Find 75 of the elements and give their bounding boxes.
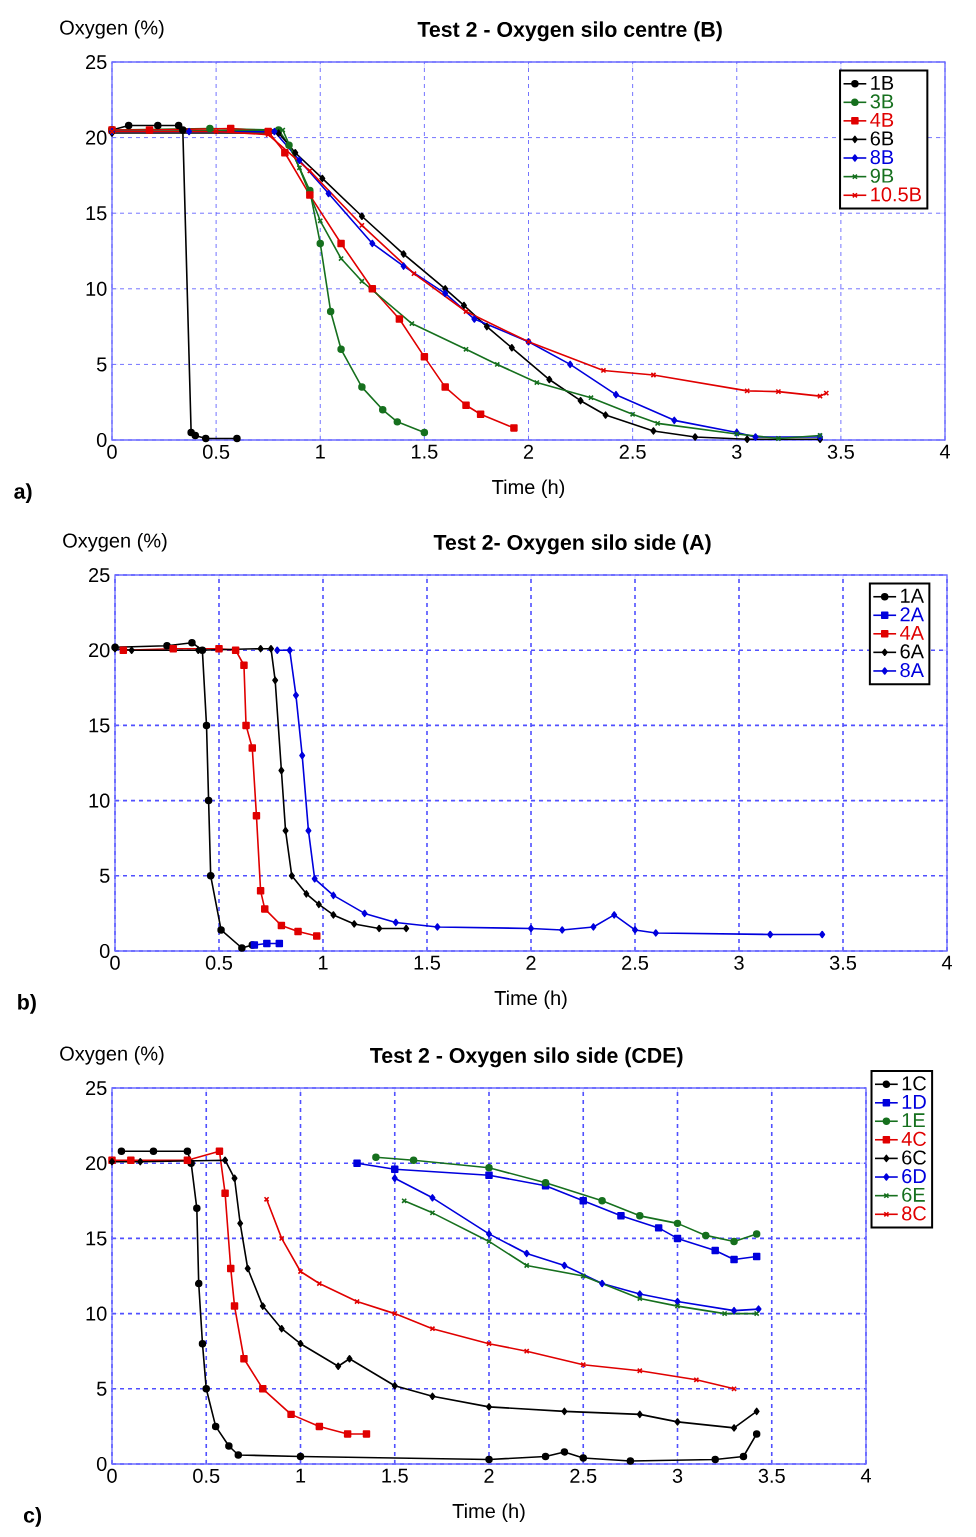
x-tick-label: 4 bbox=[939, 444, 950, 459]
legend-label: 10.5B bbox=[871, 187, 921, 202]
x-axis-title: Time (h) bbox=[452, 1503, 525, 1523]
legend-label: 6C bbox=[902, 1150, 927, 1165]
y-tick-label: 10 bbox=[89, 793, 110, 808]
y-tick-label: 25 bbox=[86, 1080, 107, 1096]
y-axis-title: Oxygen (%) bbox=[60, 19, 164, 39]
legend-label: 4B bbox=[870, 112, 894, 127]
legend-label: 8B bbox=[870, 150, 894, 165]
x-tick-label: 2.5 bbox=[622, 955, 649, 970]
x-tick-label: 4 bbox=[941, 955, 952, 970]
x-tick-label: 0.5 bbox=[193, 1468, 220, 1483]
legend-label: 1C bbox=[902, 1076, 927, 1091]
y-tick-label: 25 bbox=[86, 54, 107, 70]
legend-label: 1A bbox=[901, 588, 924, 603]
y-tick-label: 20 bbox=[89, 643, 110, 658]
legend-label: 1E bbox=[902, 1113, 925, 1128]
y-tick-label: 5 bbox=[96, 1381, 107, 1396]
x-axis-title: Time (h) bbox=[494, 990, 567, 1010]
y-tick-label: 0 bbox=[96, 1456, 107, 1472]
x-tick-label: 3 bbox=[731, 444, 742, 459]
legend-label: 6A bbox=[900, 644, 924, 659]
legend-label: 4C bbox=[901, 1131, 927, 1146]
legend-label: 1B bbox=[871, 75, 894, 90]
legend-label: 8A bbox=[900, 662, 924, 678]
x-tick-label: 2.5 bbox=[570, 1468, 597, 1483]
x-tick-label: 1 bbox=[318, 955, 328, 970]
x-tick-label: 1.5 bbox=[414, 955, 441, 970]
legend-label: 1D bbox=[902, 1094, 926, 1109]
legend-label: 6D bbox=[902, 1169, 926, 1184]
text: c) bbox=[23, 1506, 42, 1527]
chart-title: Test 2 - Oxygen silo centre (B) bbox=[417, 21, 722, 42]
x-tick-label: 3 bbox=[672, 1468, 683, 1483]
x-tick-label: 4 bbox=[860, 1468, 871, 1483]
x-tick-label: 1 bbox=[316, 444, 325, 459]
y-tick-label: 20 bbox=[86, 1156, 107, 1171]
x-axis-title: Time (h) bbox=[492, 479, 565, 499]
y-tick-label: 25 bbox=[89, 567, 110, 583]
legend-label: 9B bbox=[870, 168, 894, 183]
x-tick-label: 1 bbox=[296, 1468, 306, 1483]
legend-label: 6E bbox=[902, 1187, 925, 1202]
x-tick-label: 0 bbox=[110, 955, 120, 970]
y-tick-label: 15 bbox=[89, 718, 110, 733]
text: a) bbox=[14, 483, 32, 504]
y-tick-label: 5 bbox=[99, 868, 110, 883]
x-tick-label: 2 bbox=[523, 444, 534, 459]
legend-label: 4A bbox=[900, 625, 924, 640]
legend-label: 3B bbox=[870, 94, 894, 109]
x-tick-label: 1.5 bbox=[382, 1468, 408, 1483]
x-tick-label: 3.5 bbox=[827, 444, 854, 459]
y-axis-title: Oxygen (%) bbox=[60, 1045, 164, 1065]
y-tick-label: 0 bbox=[96, 432, 107, 448]
legend-label: 6B bbox=[870, 131, 894, 146]
x-tick-label: 3.5 bbox=[829, 955, 857, 970]
x-tick-label: 2 bbox=[484, 1468, 494, 1483]
chart-title: Test 2 - Oxygen silo side (CDE) bbox=[370, 1047, 683, 1068]
y-axis-title: Oxygen (%) bbox=[63, 532, 167, 552]
y-tick-label: 20 bbox=[86, 130, 107, 145]
x-tick-label: 3.5 bbox=[758, 1468, 785, 1483]
x-tick-label: 0.5 bbox=[205, 955, 233, 970]
y-tick-label: 5 bbox=[96, 357, 107, 372]
text: b) bbox=[18, 993, 36, 1014]
y-tick-label: 10 bbox=[86, 1306, 107, 1321]
legend-label: 8C bbox=[902, 1206, 927, 1221]
y-tick-label: 15 bbox=[86, 1231, 107, 1246]
x-tick-label: 0.5 bbox=[203, 444, 230, 459]
x-tick-label: 2.5 bbox=[619, 444, 646, 459]
x-tick-label: 3 bbox=[734, 955, 744, 970]
chart-title: Test 2- Oxygen silo side (A) bbox=[433, 534, 711, 555]
y-tick-label: 10 bbox=[86, 281, 107, 296]
x-tick-label: 2 bbox=[526, 955, 536, 970]
legend-label: 2A bbox=[900, 607, 924, 622]
y-tick-label: 15 bbox=[86, 206, 107, 221]
y-tick-label: 0 bbox=[99, 943, 110, 959]
x-tick-label: 1.5 bbox=[412, 444, 438, 459]
